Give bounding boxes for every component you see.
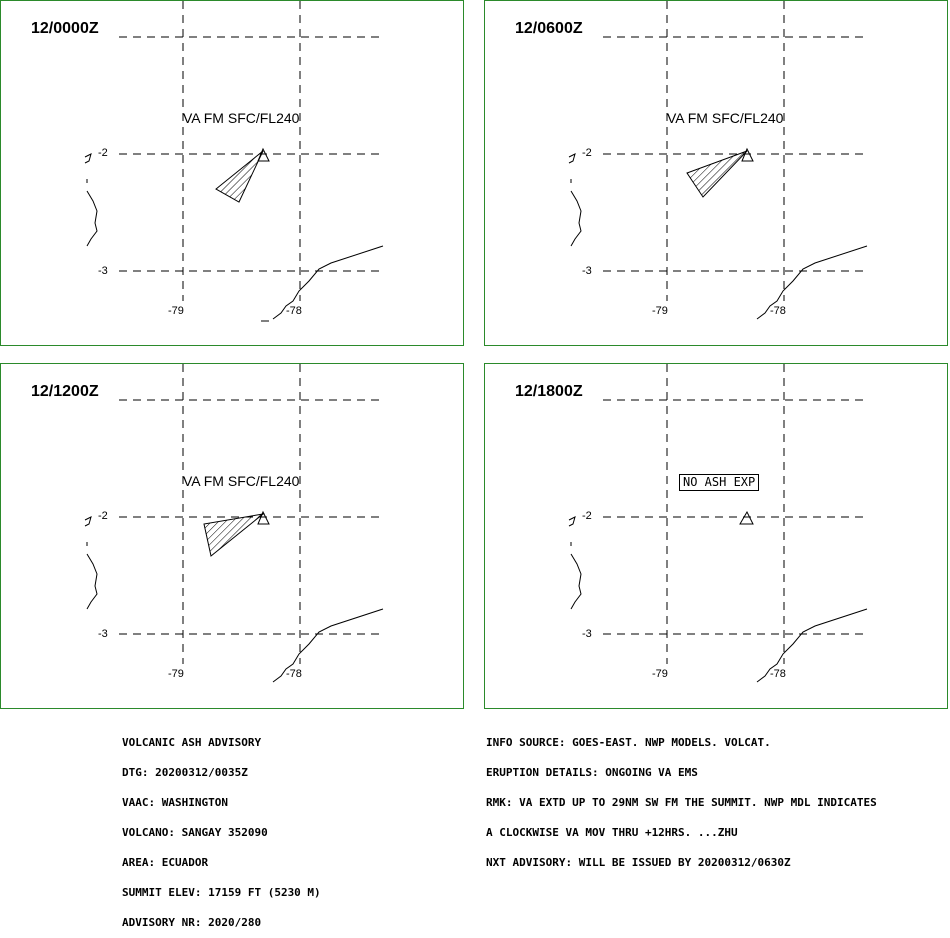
advisory-line: ERUPTION DETAILS: ONGOING VA EMS bbox=[486, 766, 698, 779]
advisory-line: INFO SOURCE: GOES-EAST. NWP MODELS. VOLC… bbox=[486, 736, 771, 749]
panel-time: 12/1800Z bbox=[515, 383, 583, 400]
lon-label-minus79: -79 bbox=[652, 305, 668, 317]
lat-label-minus3: -3 bbox=[98, 265, 108, 277]
lat-label-minus2: -2 bbox=[98, 510, 108, 522]
advisory-line: VOLCANO: SANGAY 352090 bbox=[122, 826, 268, 839]
lon-label-minus79: -79 bbox=[652, 668, 668, 680]
panel-time: 12/0600Z bbox=[515, 20, 583, 37]
advisory-left: VOLCANIC ASH ADVISORY DTG: 20200312/0035… bbox=[122, 718, 321, 938]
lon-label-minus79: -79 bbox=[168, 668, 184, 680]
lon-label-minus79: -79 bbox=[168, 305, 184, 317]
va-label: VA FM SFC/FL240 bbox=[183, 110, 300, 126]
map-graticule-2 bbox=[568, 1, 868, 320]
va-label: VA FM SFC/FL240 bbox=[667, 110, 784, 126]
advisory-line: AREA: ECUADOR bbox=[122, 856, 209, 869]
advisory-line: ADVISORY NR: 2020/280 bbox=[122, 916, 262, 929]
map-graticule-1 bbox=[84, 1, 384, 322]
lat-label-minus2: -2 bbox=[98, 147, 108, 159]
lon-label-minus78: -78 bbox=[286, 305, 302, 317]
lat-label-minus3: -3 bbox=[98, 628, 108, 640]
map-graticule-3 bbox=[84, 364, 384, 683]
lon-label-minus78: -78 bbox=[770, 668, 786, 680]
advisory-line: VAAC: WASHINGTON bbox=[122, 796, 228, 809]
advisory-line: SUMMIT ELEV: 17159 FT (5230 M) bbox=[122, 886, 321, 899]
lon-label-minus78: -78 bbox=[770, 305, 786, 317]
no-ash-box: NO ASH EXP bbox=[679, 474, 760, 491]
advisory-line: NXT ADVISORY: WILL BE ISSUED BY 20200312… bbox=[486, 856, 791, 869]
map-panel-1: 12/0000Z VA FM SFC/FL240 -2 -3 -79 -78 bbox=[0, 0, 464, 346]
advisory-line: DTG: 20200312/0035Z bbox=[122, 766, 248, 779]
panel-time: 12/0000Z bbox=[31, 20, 99, 37]
advisory-right: INFO SOURCE: GOES-EAST. NWP MODELS. VOLC… bbox=[486, 718, 877, 878]
map-panel-3: 12/1200Z VA FM SFC/FL240 -2 -3 -79 -78 bbox=[0, 363, 464, 709]
lat-label-minus2: -2 bbox=[582, 510, 592, 522]
advisory-line: A CLOCKWISE VA MOV THRU +12HRS. ...ZHU bbox=[486, 826, 738, 839]
map-graticule-4 bbox=[568, 364, 868, 683]
va-label: VA FM SFC/FL240 bbox=[183, 473, 300, 489]
map-panel-4: 12/1800Z NO ASH EXP -2 -3 -79 -78 bbox=[484, 363, 948, 709]
lon-label-minus78: -78 bbox=[286, 668, 302, 680]
lat-label-minus3: -3 bbox=[582, 628, 592, 640]
panel-time: 12/1200Z bbox=[31, 383, 99, 400]
advisory-line: RMK: VA EXTD UP TO 29NM SW FM THE SUMMIT… bbox=[486, 796, 877, 809]
lat-label-minus2: -2 bbox=[582, 147, 592, 159]
map-panel-2: 12/0600Z VA FM SFC/FL240 -2 -3 -79 -78 bbox=[484, 0, 948, 346]
advisory-line: VOLCANIC ASH ADVISORY bbox=[122, 736, 262, 749]
lat-label-minus3: -3 bbox=[582, 265, 592, 277]
